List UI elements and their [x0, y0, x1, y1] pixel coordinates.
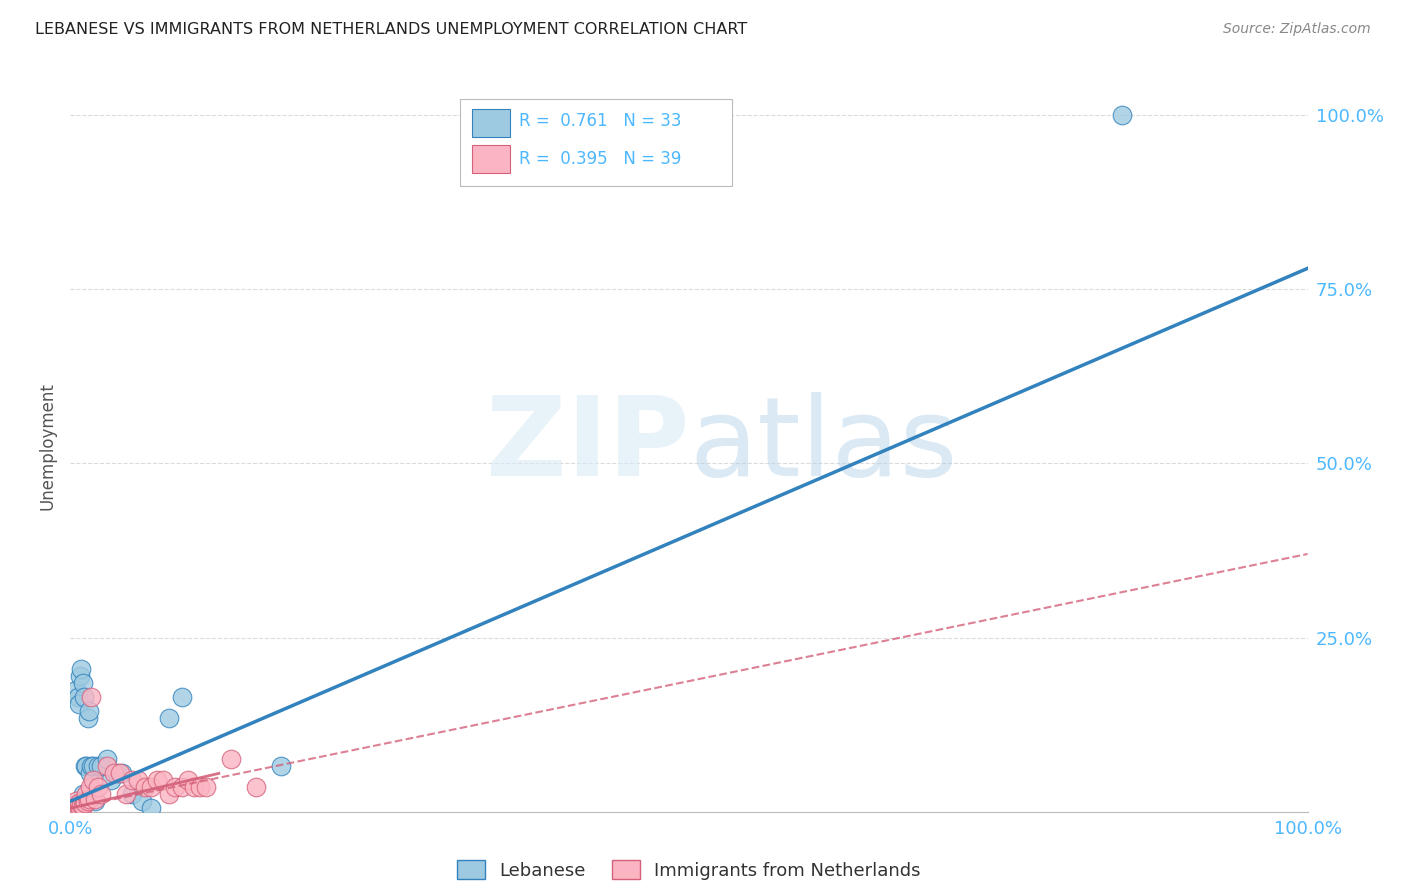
Point: [90, 787, 112, 801]
Point: [86, 759, 108, 773]
Point: [1111, 108, 1133, 122]
Point: [65, 682, 87, 697]
Point: [157, 711, 180, 725]
Text: ZIP: ZIP: [485, 392, 689, 500]
Text: R =  0.395   N = 39: R = 0.395 N = 39: [519, 150, 682, 169]
Point: [84, 794, 107, 808]
Y-axis label: Unemployment: Unemployment: [38, 382, 56, 510]
FancyBboxPatch shape: [472, 145, 509, 173]
Point: [100, 773, 122, 788]
Point: [127, 773, 149, 788]
Point: [188, 780, 211, 795]
Point: [96, 752, 118, 766]
Point: [131, 794, 153, 808]
Point: [80, 690, 103, 704]
Point: [76, 794, 98, 808]
Point: [69, 801, 91, 815]
Point: [67, 697, 90, 711]
Point: [62, 801, 84, 815]
Point: [77, 792, 100, 806]
Point: [63, 799, 86, 814]
Point: [111, 766, 134, 780]
Point: [75, 787, 97, 801]
Point: [66, 799, 89, 814]
Point: [70, 797, 93, 812]
Legend: Lebanese, Immigrants from Netherlands: Lebanese, Immigrants from Netherlands: [450, 853, 928, 887]
Point: [65, 801, 87, 815]
Point: [80, 759, 103, 773]
Point: [96, 759, 118, 773]
Point: [75, 759, 97, 773]
Point: [76, 711, 98, 725]
Point: [165, 780, 187, 795]
Text: LEBANESE VS IMMIGRANTS FROM NETHERLANDS UNEMPLOYMENT CORRELATION CHART: LEBANESE VS IMMIGRANTS FROM NETHERLANDS …: [35, 22, 748, 37]
Point: [170, 780, 193, 795]
Point: [84, 792, 107, 806]
Point: [105, 766, 128, 780]
FancyBboxPatch shape: [472, 109, 509, 136]
Point: [103, 766, 125, 780]
Point: [70, 662, 93, 676]
Point: [152, 773, 174, 788]
Point: [69, 669, 91, 683]
Point: [82, 773, 104, 788]
Point: [121, 773, 143, 788]
Point: [115, 787, 138, 801]
Point: [108, 766, 131, 780]
Point: [65, 794, 87, 808]
Text: R =  0.761   N = 33: R = 0.761 N = 33: [519, 112, 682, 129]
Text: atlas: atlas: [689, 392, 957, 500]
Point: [66, 690, 89, 704]
Point: [73, 690, 96, 704]
Point: [72, 787, 94, 801]
Point: [82, 759, 104, 773]
Point: [139, 801, 162, 815]
Point: [146, 773, 169, 788]
Point: [75, 797, 97, 811]
Point: [270, 759, 292, 773]
Point: [79, 780, 101, 795]
Point: [121, 787, 143, 801]
Point: [72, 799, 94, 814]
Point: [62, 801, 84, 815]
Point: [177, 773, 200, 788]
Point: [73, 794, 96, 808]
FancyBboxPatch shape: [460, 99, 733, 186]
Point: [79, 766, 101, 780]
Point: [75, 759, 97, 773]
Point: [170, 690, 193, 704]
Text: Source: ZipAtlas.com: Source: ZipAtlas.com: [1223, 22, 1371, 37]
Point: [86, 780, 108, 795]
Point: [195, 780, 218, 795]
Point: [134, 780, 156, 795]
Point: [219, 752, 242, 766]
Point: [67, 797, 90, 811]
Point: [77, 704, 100, 718]
Point: [157, 787, 180, 801]
Point: [245, 780, 267, 795]
Point: [139, 780, 162, 795]
Point: [72, 676, 94, 690]
Point: [90, 759, 112, 773]
Point: [63, 797, 86, 812]
Point: [65, 799, 87, 814]
Point: [183, 780, 205, 795]
Point: [65, 797, 87, 812]
